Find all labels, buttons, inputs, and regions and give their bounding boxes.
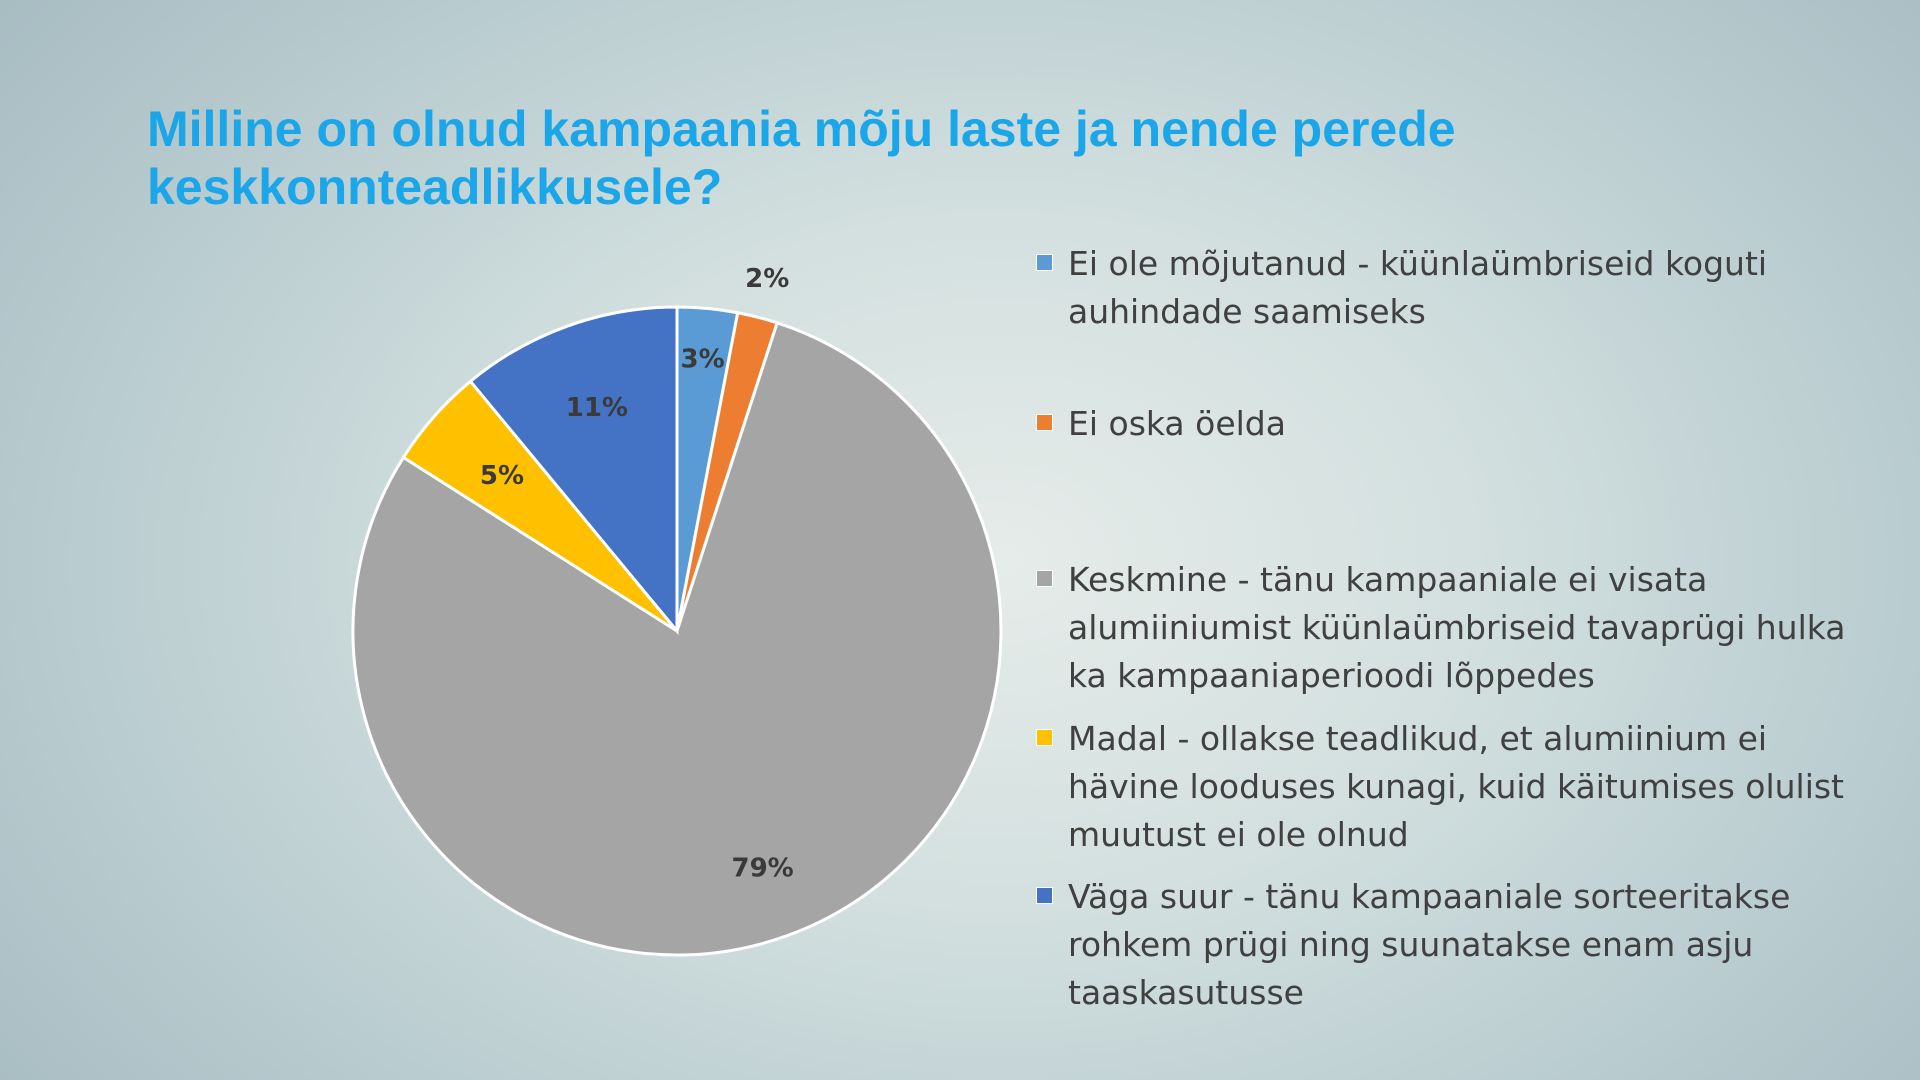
legend-label-line: rohkem prügi ning suunatakse enam asju — [1068, 925, 1754, 964]
legend-label-line: Ei oska öelda — [1068, 404, 1286, 443]
pie-data-label-3: 79% — [731, 853, 793, 883]
legend-label-line: hävine looduses kunagi, kuid käitumises … — [1068, 767, 1844, 806]
slide-title-line-2: keskkonnteadlikkusele? — [147, 159, 723, 215]
legend-label-line: Väga suur - tänu kampaaniale sorteeritak… — [1068, 877, 1791, 916]
slide-title: Milline on olnud kampaania mõju laste ja… — [147, 100, 1767, 216]
pie-data-labels: 3% 2% 79% 5% 11% — [480, 264, 794, 883]
legend-label-2: Ei oska öelda — [1068, 400, 1858, 448]
legend-swatch-1 — [1036, 254, 1053, 271]
pie-slice-3 — [351, 320, 1003, 957]
legend-swatch-3 — [1036, 570, 1053, 587]
pie-data-label-4: 5% — [480, 461, 524, 491]
legend-label-line: ka kampaaniaperioodi lõppedes — [1068, 656, 1595, 695]
legend-label-1: Ei ole mõjutanud - küünlaümbriseid kogut… — [1068, 240, 1858, 336]
legend-label-line: taaskasutusse — [1068, 973, 1304, 1012]
legend-label-line: alumiiniumist küünlaümbriseid tavaprügi … — [1068, 608, 1846, 647]
pie-data-label-1: 3% — [681, 345, 725, 375]
pie-slice-5 — [468, 305, 679, 636]
legend-label-4: Madal - ollakse teadlikud, et alumiinium… — [1068, 715, 1858, 859]
legend-label-line: Ei ole mõjutanud - küünlaümbriseid kogut… — [1068, 244, 1768, 283]
pie-data-label-5: 11% — [566, 393, 628, 423]
legend-label-line: Madal - ollakse teadlikud, et alumiinium… — [1068, 719, 1768, 758]
legend-swatch-5 — [1036, 887, 1053, 904]
legend-label-3: Keskmine - tänu kampaaniale ei visata alu… — [1068, 556, 1858, 700]
legend-swatch-2 — [1036, 414, 1053, 431]
legend-label-line: muutust ei ole olnud — [1068, 815, 1409, 854]
legend-swatch-4 — [1036, 729, 1053, 746]
legend-label-line: Keskmine - tänu kampaaniale ei visata — [1068, 560, 1708, 599]
slide-title-line-1: Milline on olnud kampaania mõju laste ja… — [147, 101, 1456, 157]
legend-label-line: auhindade saamiseks — [1068, 292, 1426, 331]
legend-label-5: Väga suur - tänu kampaaniale sorteeritak… — [1068, 873, 1858, 1017]
pie-data-label-2: 2% — [745, 264, 789, 294]
pie-slices — [351, 305, 1003, 957]
